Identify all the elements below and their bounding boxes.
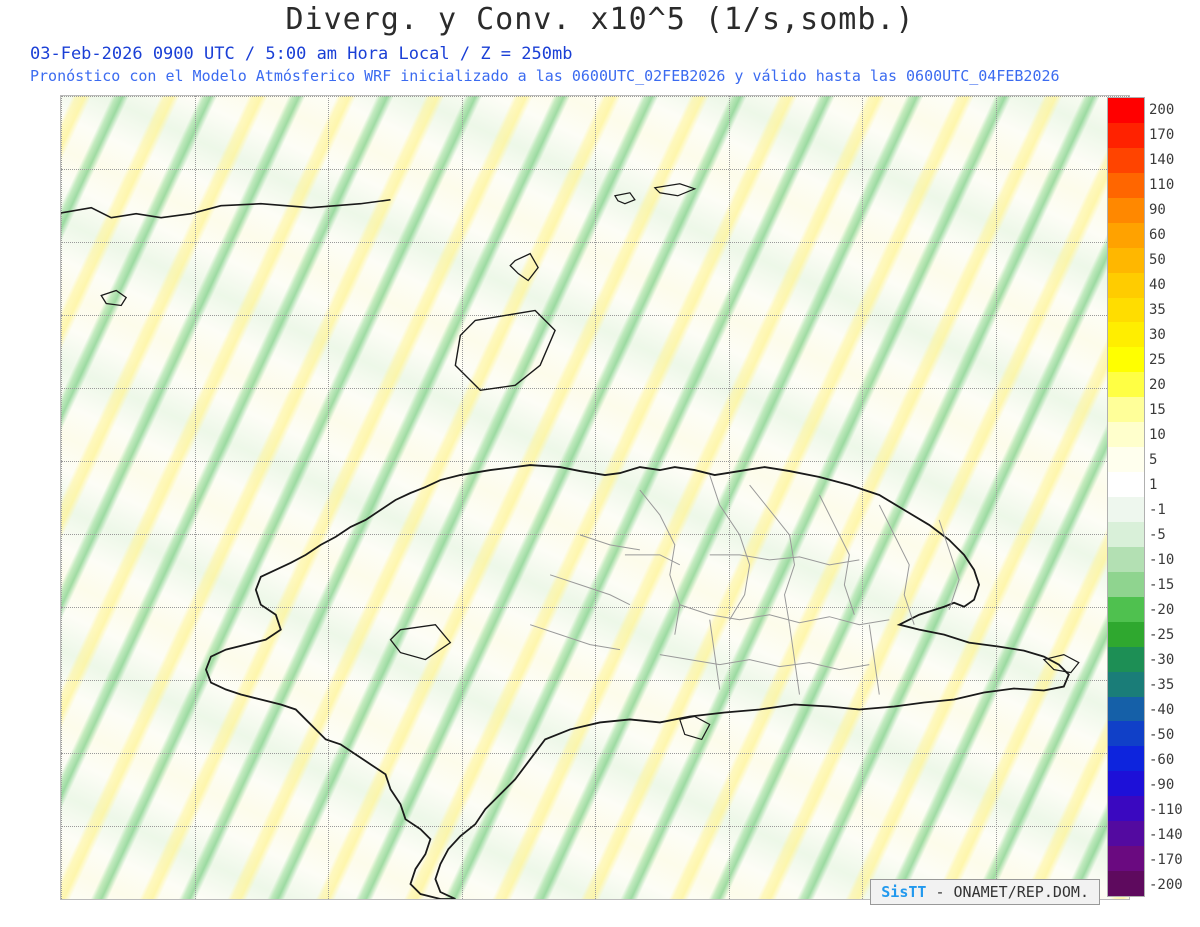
colorbar-segment-40: [1108, 273, 1144, 298]
divergence-convection-map[interactable]: 22N 1.5N 21N 0.5N 20N 9.5N 19N 8.5N 18N …: [60, 95, 1130, 900]
colorbar-segment--1: [1108, 497, 1144, 522]
subtitle-line1: 03-Feb-2026 0900 UTC / 5:00 am Hora Loca…: [30, 44, 572, 64]
colorbar-tick-label--25: -25: [1149, 627, 1174, 643]
gridline-horizontal: [61, 461, 1129, 462]
gridline-horizontal: [61, 753, 1129, 754]
gridline-horizontal: [61, 534, 1129, 535]
colorbar-segment--90: [1108, 771, 1144, 796]
colorbar-segment-30: [1108, 322, 1144, 347]
colorbar-segment--110: [1108, 796, 1144, 821]
colorbar-tick-label--140: -140: [1149, 827, 1183, 843]
colorbar-tick-label-50: 50: [1149, 252, 1166, 268]
colorbar-segment--25: [1108, 622, 1144, 647]
colorbar-gradient[interactable]: [1107, 97, 1145, 897]
colorbar-tick-label-110: 110: [1149, 177, 1174, 193]
source-watermark: SisTT - ONAMET/REP.DOM.: [870, 879, 1100, 905]
gridline-horizontal: [61, 242, 1129, 243]
colorbar-segment--35: [1108, 672, 1144, 697]
gridline-vertical: [862, 96, 863, 899]
colorbar-segment-90: [1108, 198, 1144, 223]
colorbar-tick-label-20: 20: [1149, 377, 1166, 393]
colorbar-tick-label-30: 30: [1149, 327, 1166, 343]
colorbar-segment-15: [1108, 397, 1144, 422]
colorbar-tick-label--110: -110: [1149, 802, 1183, 818]
gridline-vertical: [595, 96, 596, 899]
colorbar-tick-label--15: -15: [1149, 577, 1174, 593]
colorbar-tick-label-90: 90: [1149, 202, 1166, 218]
colorbar-tick-label-170: 170: [1149, 127, 1174, 143]
gridline-horizontal: [61, 826, 1129, 827]
colorbar-tick-label-10: 10: [1149, 427, 1166, 443]
gridline-vertical: [195, 96, 196, 899]
gridline-horizontal: [61, 315, 1129, 316]
colorbar-segment-35: [1108, 298, 1144, 323]
page-title: Diverg. y Conv. x10^5 (1/s,somb.): [0, 2, 1200, 37]
colorbar-segment-20: [1108, 372, 1144, 397]
colorbar-tick-label--30: -30: [1149, 652, 1174, 668]
colorbar-segment--60: [1108, 746, 1144, 771]
colorbar-segment-10: [1108, 422, 1144, 447]
colorbar-tick-label-60: 60: [1149, 227, 1166, 243]
colorbar-tick-label--60: -60: [1149, 752, 1174, 768]
colorbar-tick-label-40: 40: [1149, 277, 1166, 293]
colorbar-segment-110: [1108, 173, 1144, 198]
colorbar-segment-170: [1108, 123, 1144, 148]
colorbar-segment-60: [1108, 223, 1144, 248]
colorbar-tick-label-15: 15: [1149, 402, 1166, 418]
colorbar-tick-label-25: 25: [1149, 352, 1166, 368]
gridline-horizontal: [61, 680, 1129, 681]
gridline-vertical: [61, 96, 62, 899]
colorbar-tick-label--90: -90: [1149, 777, 1174, 793]
colorbar-segment--10: [1108, 547, 1144, 572]
colorbar-tick-label--20: -20: [1149, 602, 1174, 618]
colorbar-tick-label--170: -170: [1149, 852, 1183, 868]
colorbar-tick-label-5: 5: [1149, 452, 1157, 468]
colorbar-segment--50: [1108, 721, 1144, 746]
colorbar-tick-label-35: 35: [1149, 302, 1166, 318]
gridline-vertical: [729, 96, 730, 899]
colorbar-tick-label--40: -40: [1149, 702, 1174, 718]
colorbar-segment--140: [1108, 821, 1144, 846]
gridline-horizontal: [61, 169, 1129, 170]
colorbar-segment-1: [1108, 472, 1144, 497]
colorbar-tick-label--35: -35: [1149, 677, 1174, 693]
gridline-vertical: [462, 96, 463, 899]
colorbar-tick-label--10: -10: [1149, 552, 1174, 568]
colorbar-segment--170: [1108, 846, 1144, 871]
colorbar-segment--5: [1108, 522, 1144, 547]
colorbar-segment--200: [1108, 871, 1144, 896]
colorbar-tick-label--5: -5: [1149, 527, 1166, 543]
colorbar-segment--20: [1108, 597, 1144, 622]
gridline-vertical: [996, 96, 997, 899]
gridline-horizontal: [61, 607, 1129, 608]
colorbar-segment-50: [1108, 248, 1144, 273]
colorbar-tick-label--1: -1: [1149, 502, 1166, 518]
colorbar-segment-200: [1108, 98, 1144, 123]
colorbar-segment--40: [1108, 697, 1144, 722]
colorbar-tick-label--50: -50: [1149, 727, 1174, 743]
gridline-horizontal: [61, 96, 1129, 97]
colorbar-segment-25: [1108, 347, 1144, 372]
subtitle-line2: Pronóstico con el Modelo Atmósferico WRF…: [30, 67, 1060, 85]
gridline-horizontal: [61, 388, 1129, 389]
colorbar-tick-label-1: 1: [1149, 477, 1157, 493]
colorbar-tick-label-200: 200: [1149, 102, 1174, 118]
colorbar-container[interactable]: 200 170 140 110 90 60 50 40 35 30 25 20 15 10 5 1 -1 -5 -1…: [1099, 95, 1194, 900]
colorbar-segment--15: [1108, 572, 1144, 597]
colorbar-segment--30: [1108, 647, 1144, 672]
colorbar-segment-5: [1108, 447, 1144, 472]
colorbar-segment-140: [1108, 148, 1144, 173]
gridline-vertical: [328, 96, 329, 899]
colorbar-tick-label-140: 140: [1149, 152, 1174, 168]
colorbar-tick-label--200: -200: [1149, 877, 1183, 893]
